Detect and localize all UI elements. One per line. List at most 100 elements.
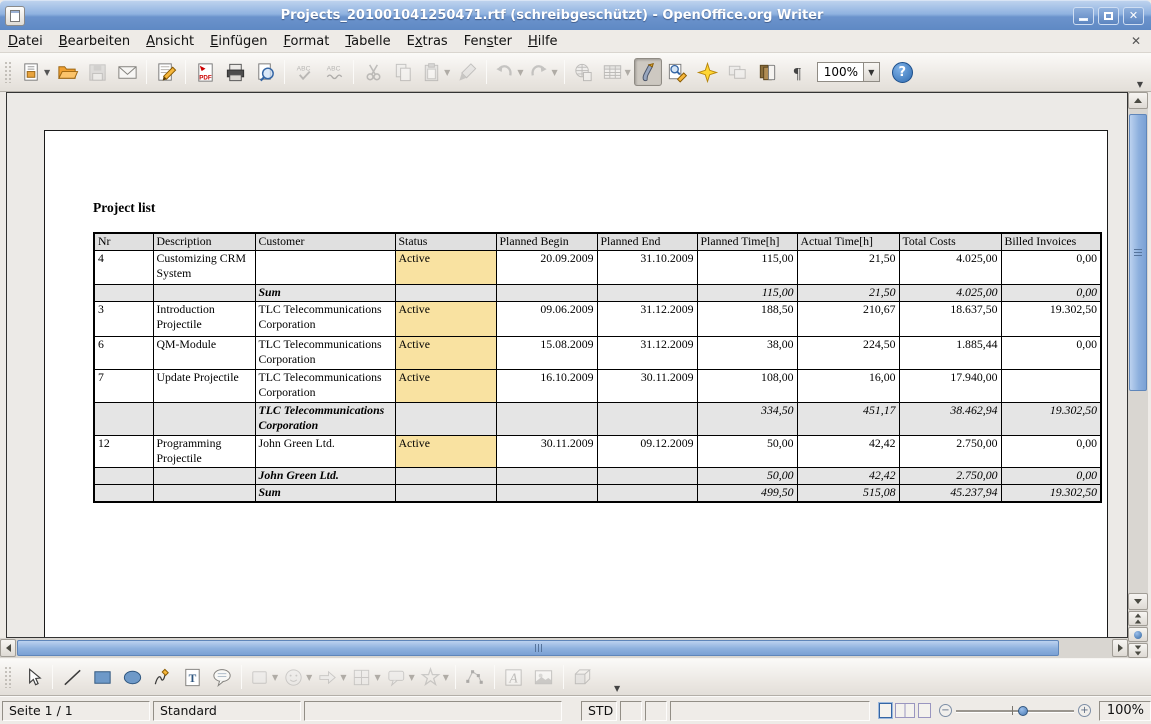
insert-table-button[interactable]: ▼ [600, 58, 632, 86]
multi-page-view-icon[interactable] [895, 703, 915, 718]
stars-button[interactable]: ▼ [418, 663, 450, 691]
modified-flag[interactable] [645, 700, 667, 721]
edit-points-button[interactable] [461, 663, 489, 691]
scroll-down-button[interactable] [1128, 593, 1148, 610]
document-page[interactable]: Project list Nr Description Customer Status… [44, 130, 1108, 637]
zoom-in-icon[interactable]: + [1078, 704, 1091, 717]
menu-tabelle[interactable]: Tabelle [345, 33, 391, 49]
line-button[interactable] [58, 663, 86, 691]
cut-button[interactable] [359, 58, 387, 86]
paste-button[interactable]: ▼ [419, 58, 451, 86]
picture-from-file-button[interactable] [530, 663, 558, 691]
menu-hilfe[interactable]: Hilfe [527, 33, 558, 49]
spellcheck-button[interactable]: ABC [290, 58, 318, 86]
text-box-button[interactable]: T [178, 663, 206, 691]
fontwork-gallery-button[interactable]: A [500, 663, 528, 691]
zoom-out-icon[interactable]: − [939, 704, 952, 717]
page-indicator[interactable]: Seite 1 / 1 [2, 700, 150, 721]
title-bar[interactable]: Projects_201001041250471.rtf (schreibges… [0, 0, 1151, 30]
insert-mode[interactable]: STD [581, 700, 617, 721]
dropdown-arrow-icon[interactable]: ▼ [340, 672, 347, 682]
open-button[interactable] [53, 58, 81, 86]
toolbar-overflow-icon[interactable]: ▼ [613, 684, 621, 693]
redo-button[interactable]: ▼ [526, 58, 558, 86]
vertical-scroll-track[interactable] [1128, 109, 1148, 593]
menu-extras[interactable]: Extras [406, 33, 448, 49]
navigation-button[interactable] [1128, 627, 1148, 642]
extrusion-toggle-button[interactable] [569, 663, 597, 691]
callout-shapes-button[interactable]: ▼ [384, 663, 416, 691]
dropdown-arrow-icon[interactable]: ▼ [44, 67, 51, 77]
dropdown-arrow-icon[interactable]: ▼ [374, 672, 381, 682]
next-page-button[interactable] [1128, 643, 1148, 658]
email-document-button[interactable] [113, 58, 141, 86]
undo-button[interactable]: ▼ [492, 58, 524, 86]
nonprinting-characters-button[interactable]: ¶ [784, 58, 812, 86]
dropdown-arrow-icon[interactable]: ▼ [517, 67, 524, 77]
dropdown-arrow-icon[interactable]: ▼ [306, 672, 313, 682]
find-replace-button[interactable] [664, 58, 692, 86]
minimize-button[interactable] [1073, 6, 1094, 25]
basic-shapes-button[interactable]: ▼ [247, 663, 279, 691]
menu-fenster[interactable]: Fenster [463, 33, 512, 49]
print-button[interactable] [221, 58, 249, 86]
spacer-wide[interactable] [304, 700, 562, 721]
menu-format[interactable]: Format [283, 33, 330, 49]
block-arrows-button[interactable]: ▼ [315, 663, 347, 691]
single-page-view-icon[interactable] [879, 703, 892, 718]
dropdown-arrow-icon[interactable]: ▼ [624, 67, 631, 77]
dropdown-arrow-icon[interactable]: ▼ [272, 672, 279, 682]
selection-mode[interactable] [620, 700, 642, 721]
zoom-slider[interactable]: − + [939, 704, 1091, 717]
book-view-icon[interactable] [918, 703, 931, 718]
window-menu-icon[interactable] [5, 5, 25, 26]
scroll-up-button[interactable] [1128, 92, 1148, 109]
ellipse-button[interactable] [118, 663, 146, 691]
new-document-button[interactable]: ▼ [19, 58, 51, 86]
rectangle-button[interactable] [88, 663, 116, 691]
previous-page-button[interactable] [1128, 611, 1148, 626]
dropdown-arrow-icon[interactable]: ▼ [551, 67, 558, 77]
auto-spellcheck-button[interactable]: ABC [320, 58, 348, 86]
menu-ansicht[interactable]: Ansicht [146, 33, 195, 49]
zoom-dropdown-icon[interactable]: ▼ [862, 62, 880, 82]
vertical-scrollbar[interactable] [1128, 92, 1148, 658]
toolbar-grip-handle[interactable] [4, 61, 12, 83]
show-draw-functions-button[interactable] [633, 58, 662, 86]
dropdown-arrow-icon[interactable]: ▼ [444, 67, 451, 77]
dropdown-arrow-icon[interactable]: ▼ [408, 672, 415, 682]
close-button[interactable]: ✕ [1123, 6, 1144, 25]
vertical-scroll-thumb[interactable] [1129, 114, 1147, 391]
maximize-button[interactable] [1098, 6, 1119, 25]
menu-einfgen[interactable]: Einfügen [210, 33, 268, 49]
menu-datei[interactable]: Datei [8, 33, 43, 49]
navigator-button[interactable] [694, 58, 722, 86]
zoom-slider-track[interactable] [956, 704, 1074, 717]
horizontal-scrollbar[interactable] [0, 638, 1128, 658]
toolbar-grip-handle[interactable] [4, 666, 12, 688]
spacer-right[interactable] [670, 700, 870, 721]
dropdown-arrow-icon[interactable]: ▼ [442, 672, 449, 682]
help-button[interactable]: ? [891, 61, 913, 83]
zoom-level[interactable]: 100% [1099, 700, 1151, 721]
page-style[interactable]: Standard [153, 700, 301, 721]
export-pdf-button[interactable]: PDF [191, 58, 219, 86]
format-paintbrush-button[interactable] [453, 58, 481, 86]
scroll-right-button[interactable] [1112, 639, 1128, 657]
zoom-slider-thumb[interactable] [1018, 706, 1028, 716]
freeform-line-button[interactable] [148, 663, 176, 691]
horizontal-scroll-thumb[interactable] [17, 640, 1059, 656]
gallery-button[interactable] [724, 58, 752, 86]
select-button[interactable] [19, 663, 47, 691]
menu-bearbeiten[interactable]: Bearbeiten [58, 33, 131, 49]
zoom-combobox[interactable]: 100% ▼ [816, 62, 880, 82]
page-preview-button[interactable] [251, 58, 279, 86]
toolbar-overflow-icon[interactable]: ▼ [1136, 80, 1143, 89]
copy-button[interactable] [389, 58, 417, 86]
save-button[interactable] [83, 58, 111, 86]
hyperlink-button[interactable] [570, 58, 598, 86]
close-document-icon[interactable]: ✕ [1130, 34, 1141, 48]
flowchart-button[interactable]: ▼ [349, 663, 381, 691]
callout-button[interactable] [208, 663, 236, 691]
symbol-shapes-button[interactable]: ▼ [281, 663, 313, 691]
